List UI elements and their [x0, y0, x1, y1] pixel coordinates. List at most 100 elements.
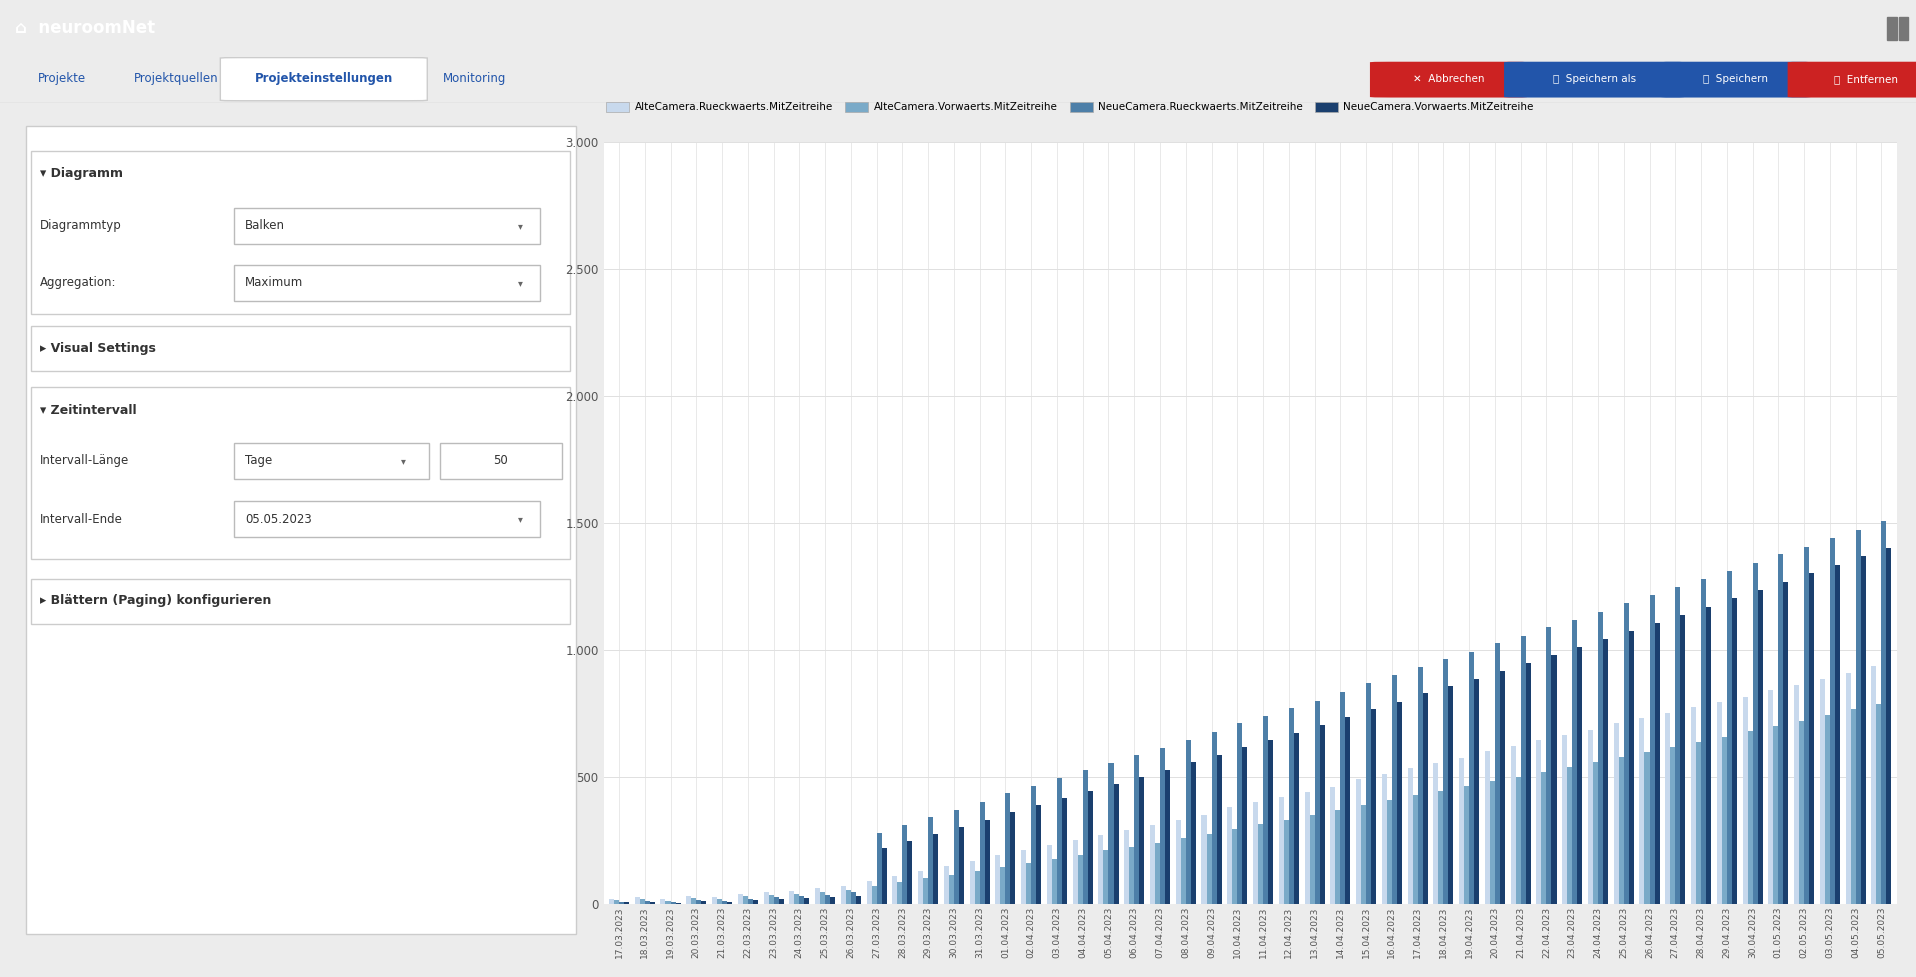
Bar [1774, 726, 1778, 904]
Bar [1824, 715, 1830, 904]
Bar [1671, 746, 1675, 904]
Bar [927, 818, 933, 904]
Bar [676, 903, 680, 904]
Bar [841, 886, 845, 904]
Bar [1887, 17, 1897, 40]
Bar [1140, 777, 1144, 904]
Bar [996, 856, 1000, 904]
Bar [1793, 685, 1799, 904]
Bar [1259, 825, 1263, 904]
Bar [1433, 763, 1439, 904]
Bar [1104, 850, 1109, 904]
Bar [1675, 587, 1680, 904]
Bar [1439, 790, 1443, 904]
Bar [1562, 735, 1567, 904]
FancyBboxPatch shape [234, 208, 540, 243]
Bar [1473, 679, 1479, 904]
Bar [924, 878, 927, 904]
Bar [1125, 830, 1129, 904]
Bar [1330, 786, 1335, 904]
Text: ⌂  neuroomNet: ⌂ neuroomNet [15, 20, 155, 37]
Bar [1552, 655, 1556, 904]
Bar [753, 900, 759, 904]
Bar [1397, 701, 1403, 904]
Bar [1021, 850, 1027, 904]
Bar [1159, 747, 1165, 904]
Text: ▾: ▾ [517, 277, 523, 288]
Bar [1314, 701, 1320, 904]
Bar [851, 892, 856, 904]
Bar [640, 899, 646, 904]
Bar [1155, 843, 1159, 904]
Bar [945, 866, 948, 904]
Bar [1165, 770, 1171, 904]
Bar [1830, 538, 1836, 904]
Bar [1031, 786, 1037, 904]
Bar [1088, 791, 1092, 904]
Text: ▾: ▾ [517, 221, 523, 231]
Bar [1851, 709, 1855, 904]
Bar [1573, 619, 1577, 904]
Bar [789, 891, 795, 904]
Bar [1129, 846, 1134, 904]
Bar [747, 899, 753, 904]
Bar [1592, 762, 1598, 904]
Bar [1640, 718, 1644, 904]
Bar [1500, 670, 1504, 904]
Bar [1567, 767, 1573, 904]
Bar [1516, 777, 1521, 904]
Bar [661, 899, 665, 904]
Text: ✕  Abbrechen: ✕ Abbrechen [1412, 73, 1485, 84]
Bar [1372, 709, 1376, 904]
Bar [1629, 631, 1634, 904]
Bar [1000, 867, 1006, 904]
FancyBboxPatch shape [234, 265, 540, 301]
Text: Aggregation:: Aggregation: [40, 276, 117, 289]
Bar [866, 881, 872, 904]
Bar [826, 895, 830, 904]
Bar [634, 897, 640, 904]
Text: Projektquellen: Projektquellen [134, 72, 218, 85]
Bar [1623, 604, 1629, 904]
Text: Intervall-Ende: Intervall-Ende [40, 513, 123, 526]
Text: Projekte: Projekte [38, 72, 86, 85]
FancyBboxPatch shape [1504, 62, 1684, 98]
Bar [1836, 565, 1839, 904]
Bar [1604, 639, 1608, 904]
Text: 💾  Speichern als: 💾 Speichern als [1552, 73, 1636, 84]
Bar [1424, 694, 1427, 904]
Bar [619, 902, 625, 904]
Text: Balken: Balken [245, 219, 285, 233]
Bar [1360, 805, 1366, 904]
Bar [954, 810, 958, 904]
Bar [696, 900, 701, 904]
Bar [1860, 556, 1866, 904]
Bar [1305, 792, 1309, 904]
Bar [975, 871, 979, 904]
Bar [671, 902, 676, 904]
Text: 05.05.2023: 05.05.2023 [245, 513, 312, 526]
Bar [1665, 713, 1671, 904]
Bar [985, 820, 991, 904]
Bar [722, 901, 726, 904]
Bar [738, 894, 743, 904]
FancyBboxPatch shape [441, 443, 561, 479]
Bar [1722, 737, 1726, 904]
Bar [1510, 746, 1516, 904]
Bar [1027, 863, 1031, 904]
Bar [1525, 663, 1531, 904]
Bar [1805, 547, 1809, 904]
Bar [872, 886, 878, 904]
Bar [609, 899, 613, 904]
Bar [1176, 820, 1180, 904]
Bar [1061, 798, 1067, 904]
Bar [764, 892, 768, 904]
Text: 50: 50 [494, 454, 508, 467]
Bar [881, 848, 887, 904]
Bar [958, 827, 964, 904]
Bar [1391, 675, 1397, 904]
Bar [686, 896, 692, 904]
Bar [1180, 838, 1186, 904]
Bar [1443, 659, 1448, 904]
Bar [692, 898, 696, 904]
